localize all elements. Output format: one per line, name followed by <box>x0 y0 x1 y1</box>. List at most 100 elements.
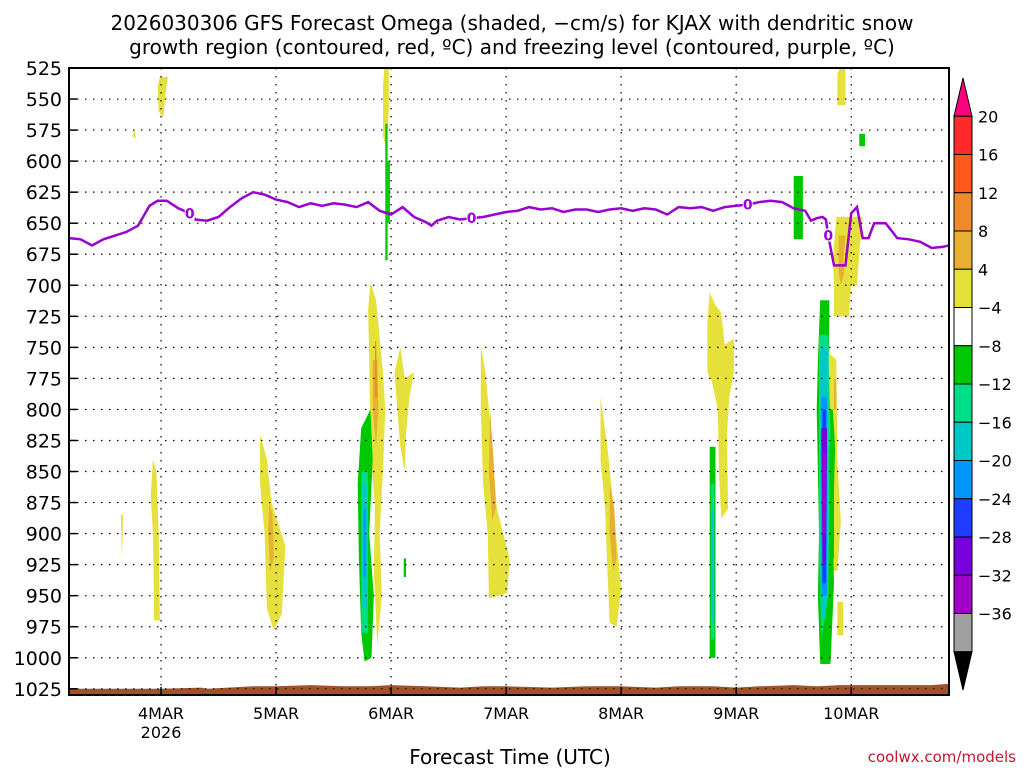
y-tick-label-700: 700 <box>26 275 62 297</box>
omega-region-23 <box>387 161 390 224</box>
plot-frame <box>68 67 950 696</box>
colorbar-swatch-9 <box>953 421 973 461</box>
x-tick-label-6MAR: 6MAR <box>368 704 414 723</box>
omega-region-24 <box>403 558 406 577</box>
y-tick-label-800: 800 <box>26 399 62 421</box>
y-tick-label-675: 675 <box>26 244 62 266</box>
omega-region-0 <box>157 76 168 118</box>
colorbar-label-3: 8 <box>978 222 988 241</box>
freezing-level-label-bg-0 <box>184 206 195 220</box>
y-tick-label-1025: 1025 <box>14 679 62 701</box>
omega-region-26 <box>859 133 865 147</box>
omega-region-20 <box>609 483 617 571</box>
plot-background <box>69 68 949 695</box>
omega-region-8 <box>480 344 510 599</box>
colorbar-swatch-8 <box>953 383 973 423</box>
colorbar-top-triangle <box>953 77 973 117</box>
colorbar: 20 16 12 8 4 −4 −8 −12 −16 −20 −24 −28 −32 −36 <box>953 77 1012 691</box>
omega-region-21 <box>834 378 837 410</box>
colorbar-swatch-5 <box>953 268 973 308</box>
colorbar-swatch-2 <box>953 154 973 194</box>
y-tick-label-975: 975 <box>26 617 62 639</box>
omega-region-2 <box>120 515 124 559</box>
freezing-level-label-3: 0 <box>823 229 833 245</box>
freezing-level-label-2: 0 <box>743 198 753 214</box>
freezing-level-label-1: 0 <box>467 211 477 227</box>
y-tick-label-950: 950 <box>26 586 62 608</box>
y-tick-label-625: 625 <box>26 182 62 204</box>
colorbar-swatch-11 <box>953 498 973 538</box>
omega-region-12 <box>837 601 844 636</box>
x-tick-label-7MAR: 7MAR <box>483 704 529 723</box>
omega-region-5 <box>368 282 386 646</box>
y-tick-label-1000: 1000 <box>14 648 62 670</box>
freezing-level-label-bg-2 <box>742 197 753 211</box>
omega-region-19 <box>488 409 496 522</box>
colorbar-label-11: −28 <box>978 528 1012 547</box>
colorbar-label-12: −32 <box>978 566 1012 585</box>
colorbar-label-4: 4 <box>978 260 988 279</box>
colorbar-label-9: −20 <box>978 452 1012 471</box>
colorbar-swatch-14 <box>953 613 973 653</box>
y-tick-label-650: 650 <box>26 213 62 235</box>
y-tick-label-525: 525 <box>26 58 62 80</box>
colorbar-swatch-6 <box>953 307 973 347</box>
x-axis-label: Forecast Time (UTC) <box>409 745 611 768</box>
freezing-level-label-bg-1 <box>466 211 477 225</box>
y-tick-label-850: 850 <box>26 462 62 484</box>
omega-region-17 <box>375 341 378 397</box>
colorbar-label-6: −8 <box>978 337 1002 356</box>
x-tick-label-4MAR: 4MAR <box>138 704 184 723</box>
x-tick-label-8MAR: 8MAR <box>598 704 644 723</box>
freezing-level-contour: 0 0 0 0 <box>69 190 949 267</box>
colorbar-label-0: 20 <box>978 107 998 126</box>
y-tick-label-750: 750 <box>26 337 62 359</box>
x-tick-label-5MAR: 5MAR <box>253 704 299 723</box>
x-tick-label-10MAR: 10MAR <box>823 704 879 723</box>
colorbar-label-7: −12 <box>978 375 1012 394</box>
omega-region-40 <box>822 452 826 534</box>
colorbar-swatch-10 <box>953 460 973 500</box>
y-tick-label-550: 550 <box>26 89 62 111</box>
colorbar-label-1: 16 <box>978 146 998 165</box>
colorbar-swatch-12 <box>953 536 973 576</box>
colorbar-swatch-7 <box>953 345 973 385</box>
colorbar-swatch-4 <box>953 230 973 270</box>
colorbar-swatch-3 <box>953 192 973 232</box>
omega-region-15 <box>838 235 846 286</box>
omega-region-10 <box>707 292 734 519</box>
omega-region-3 <box>150 459 160 621</box>
omega-region-25 <box>793 176 803 240</box>
y-axis: 525 550 575 600 625 650 675 700 725 750 775 800 825 8… <box>14 58 77 701</box>
colorbar-bottom-triangle <box>953 651 973 691</box>
ground-layer <box>69 683 949 695</box>
x-tick-sublabel-4MAR: 2026 <box>141 723 182 742</box>
omega-region-16 <box>372 359 379 447</box>
y-tick-label-575: 575 <box>26 120 62 142</box>
colorbar-label-8: −16 <box>978 413 1012 432</box>
y-tick-label-825: 825 <box>26 430 62 452</box>
colorbar-label-5: −4 <box>978 299 1002 318</box>
y-tick-label-600: 600 <box>26 151 62 173</box>
y-tick-label-875: 875 <box>26 493 62 515</box>
colorbar-swatch-13 <box>953 574 973 614</box>
colorbar-label-2: 12 <box>978 184 998 203</box>
omega-shaded-regions <box>120 68 865 664</box>
y-tick-label-900: 900 <box>26 524 62 546</box>
ground-fill <box>69 683 949 695</box>
omega-region-41 <box>829 446 834 559</box>
y-tick-label-775: 775 <box>26 368 62 390</box>
omega-region-1 <box>132 128 136 139</box>
colorbar-label-13: −36 <box>978 605 1012 624</box>
omega-region-11 <box>837 68 846 106</box>
chart-title-line-2: growth region (contoured, red, ºC) and f… <box>129 35 895 59</box>
freezing-level-label-bg-3 <box>823 228 834 242</box>
omega-region-7 <box>394 347 415 472</box>
y-tick-label-725: 725 <box>26 306 62 328</box>
colorbar-swatch-1 <box>953 115 973 155</box>
omega-region-22 <box>385 123 388 261</box>
colorbar-label-10: −24 <box>978 490 1012 509</box>
x-tick-label-9MAR: 9MAR <box>713 704 759 723</box>
